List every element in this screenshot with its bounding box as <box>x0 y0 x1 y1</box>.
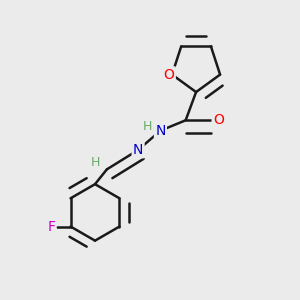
Text: N: N <box>133 143 143 157</box>
Text: N: N <box>155 124 166 138</box>
Text: H: H <box>91 156 100 169</box>
Text: O: O <box>164 68 175 82</box>
Text: O: O <box>213 113 224 127</box>
Text: H: H <box>142 120 152 133</box>
Text: F: F <box>47 220 55 233</box>
